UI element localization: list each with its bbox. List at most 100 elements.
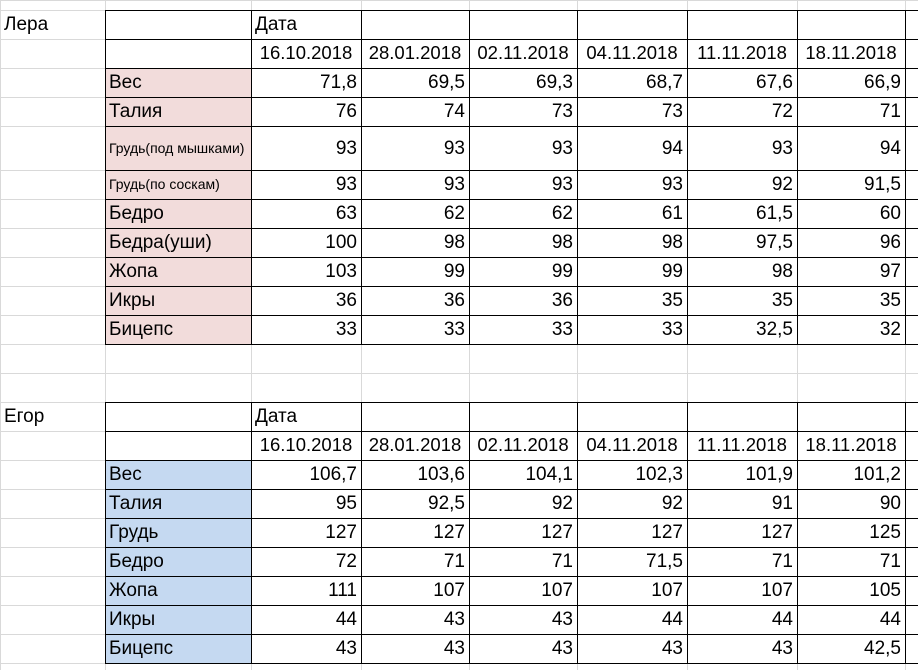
- egor-value-cell[interactable]: 125: [869, 522, 901, 543]
- lera-name-cell[interactable]: Лера: [4, 14, 49, 35]
- lera-value-cell[interactable]: 73: [551, 101, 573, 122]
- egor-value-cell[interactable]: 72: [335, 551, 357, 572]
- egor-value-cell[interactable]: 102,3: [635, 464, 683, 485]
- egor-row-label[interactable]: Грудь: [105, 518, 251, 547]
- egor-date-cell[interactable]: 04.11.2018: [586, 434, 678, 456]
- egor-value-cell[interactable]: 107: [761, 580, 793, 601]
- lera-value-cell[interactable]: 71: [879, 101, 901, 122]
- lera-value-cell[interactable]: 73: [661, 101, 683, 122]
- lera-value-cell[interactable]: 33: [443, 319, 465, 340]
- egor-value-cell[interactable]: 43: [771, 638, 793, 659]
- lera-row-label[interactable]: Бедра(уши): [105, 228, 251, 257]
- egor-value-cell[interactable]: 127: [325, 522, 357, 543]
- lera-row-label[interactable]: Талия: [105, 97, 251, 126]
- egor-value-cell[interactable]: 101,2: [853, 464, 901, 485]
- lera-value-cell[interactable]: 93: [443, 137, 465, 159]
- lera-date-cell[interactable]: 16.10.2018: [259, 42, 353, 64]
- egor-value-cell[interactable]: 127: [761, 522, 793, 543]
- egor-date-cell[interactable]: 28.01.2018: [368, 434, 462, 456]
- lera-value-cell[interactable]: 72: [771, 101, 793, 122]
- egor-value-cell[interactable]: 71: [443, 551, 465, 572]
- egor-value-cell[interactable]: 71: [771, 551, 793, 572]
- egor-name-cell[interactable]: Егор: [4, 406, 45, 427]
- egor-value-cell[interactable]: 43: [551, 638, 573, 659]
- lera-value-cell[interactable]: 33: [551, 319, 573, 340]
- lera-row-label[interactable]: Икры: [105, 286, 251, 315]
- lera-date-cell[interactable]: 28.01.2018: [368, 42, 462, 64]
- lera-value-cell[interactable]: 93: [551, 174, 573, 195]
- lera-value-cell[interactable]: 93: [771, 137, 793, 159]
- lera-value-cell[interactable]: 94: [661, 137, 683, 159]
- lera-row-label[interactable]: Вес: [105, 68, 251, 97]
- egor-value-cell[interactable]: 106,7: [309, 464, 357, 485]
- egor-value-cell[interactable]: 43: [661, 638, 683, 659]
- lera-date-cell[interactable]: 02.11.2018: [477, 42, 569, 64]
- lera-value-cell[interactable]: 93: [551, 137, 573, 159]
- lera-date-cell[interactable]: 18.11.2018: [805, 42, 897, 64]
- lera-value-cell[interactable]: 60: [879, 203, 901, 224]
- egor-date-cell[interactable]: 02.11.2018: [477, 434, 569, 456]
- lera-value-cell[interactable]: 98: [661, 232, 683, 253]
- egor-row-label[interactable]: Бедро: [105, 547, 251, 576]
- egor-value-cell[interactable]: 92: [661, 493, 683, 514]
- lera-value-cell[interactable]: 99: [443, 261, 465, 282]
- egor-value-cell[interactable]: 104,1: [525, 464, 573, 485]
- lera-value-cell[interactable]: 98: [551, 232, 573, 253]
- egor-row-label[interactable]: Икры: [105, 605, 251, 634]
- egor-value-cell[interactable]: 71,5: [646, 551, 683, 572]
- lera-value-cell[interactable]: 93: [335, 137, 357, 159]
- egor-value-cell[interactable]: 43: [551, 609, 573, 630]
- lera-value-cell[interactable]: 97: [879, 261, 901, 282]
- lera-value-cell[interactable]: 98: [771, 261, 793, 282]
- egor-value-cell[interactable]: 44: [661, 609, 683, 630]
- egor-row-label[interactable]: Вес: [105, 460, 251, 489]
- lera-value-cell[interactable]: 36: [443, 290, 465, 311]
- lera-value-cell[interactable]: 33: [335, 319, 357, 340]
- lera-row-label[interactable]: Жопа: [105, 257, 251, 286]
- lera-value-cell[interactable]: 66,9: [864, 72, 901, 93]
- egor-value-cell[interactable]: 43: [335, 638, 357, 659]
- lera-value-cell[interactable]: 68,7: [646, 72, 683, 93]
- lera-date-cell[interactable]: 11.11.2018: [697, 42, 787, 64]
- lera-value-cell[interactable]: 96: [879, 232, 901, 253]
- lera-value-cell[interactable]: 91,5: [864, 174, 901, 195]
- lera-value-cell[interactable]: 69,5: [428, 72, 465, 93]
- egor-value-cell[interactable]: 92,5: [428, 493, 465, 514]
- egor-value-cell[interactable]: 103,6: [417, 464, 465, 485]
- lera-value-cell[interactable]: 35: [879, 290, 901, 311]
- egor-value-cell[interactable]: 127: [651, 522, 683, 543]
- lera-date-cell[interactable]: 04.11.2018: [586, 42, 678, 64]
- egor-value-cell[interactable]: 111: [328, 580, 357, 601]
- lera-value-cell[interactable]: 33: [661, 319, 683, 340]
- lera-value-cell[interactable]: 61,5: [756, 203, 793, 224]
- egor-value-cell[interactable]: 43: [443, 638, 465, 659]
- lera-value-cell[interactable]: 67,6: [756, 72, 793, 93]
- lera-value-cell[interactable]: 99: [551, 261, 573, 282]
- egor-row-label[interactable]: Бицепс: [105, 634, 251, 663]
- lera-value-cell[interactable]: 98: [443, 232, 465, 253]
- lera-value-cell[interactable]: 32: [879, 319, 901, 340]
- egor-value-cell[interactable]: 71: [551, 551, 573, 572]
- lera-value-cell[interactable]: 62: [551, 203, 573, 224]
- egor-value-cell[interactable]: 107: [541, 580, 573, 601]
- egor-value-cell[interactable]: 44: [771, 609, 793, 630]
- lera-value-cell[interactable]: 76: [335, 101, 357, 122]
- egor-date-cell[interactable]: 16.10.2018: [259, 434, 353, 456]
- lera-row-label[interactable]: Бедро: [105, 199, 251, 228]
- egor-date-header[interactable]: Дата: [255, 406, 298, 427]
- egor-value-cell[interactable]: 107: [651, 580, 683, 601]
- egor-date-cell[interactable]: 11.11.2018: [697, 434, 787, 456]
- egor-value-cell[interactable]: 44: [879, 609, 901, 630]
- egor-value-cell[interactable]: 105: [869, 580, 901, 601]
- egor-value-cell[interactable]: 42,5: [864, 638, 901, 659]
- lera-row-label[interactable]: Бицепс: [105, 315, 251, 344]
- lera-value-cell[interactable]: 74: [443, 101, 465, 122]
- lera-value-cell[interactable]: 69,3: [536, 72, 573, 93]
- lera-value-cell[interactable]: 63: [335, 203, 357, 224]
- lera-value-cell[interactable]: 32,5: [756, 319, 793, 340]
- lera-value-cell[interactable]: 36: [551, 290, 573, 311]
- egor-value-cell[interactable]: 43: [443, 609, 465, 630]
- egor-row-label[interactable]: Жопа: [105, 576, 251, 605]
- lera-value-cell[interactable]: 94: [879, 137, 901, 159]
